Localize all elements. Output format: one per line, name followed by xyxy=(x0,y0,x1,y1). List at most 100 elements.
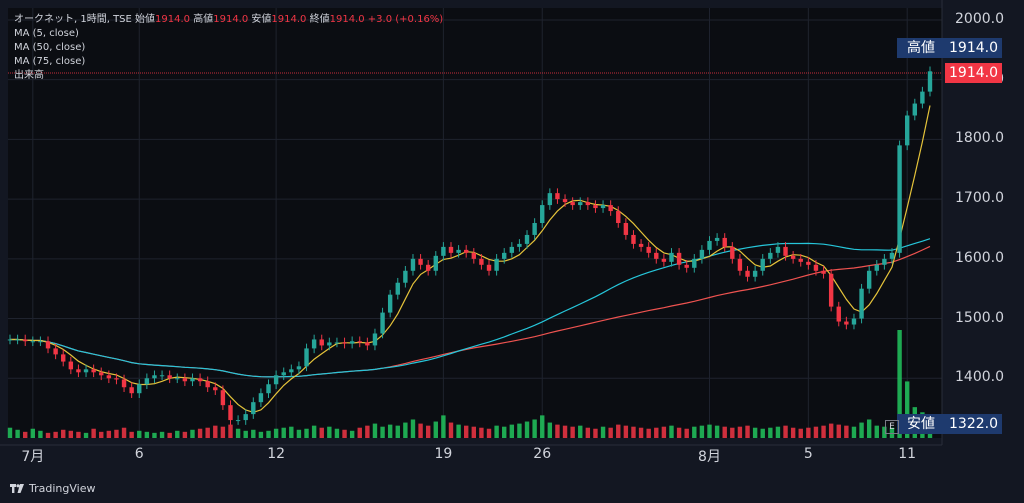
tradingview-brand[interactable]: TradingView xyxy=(10,482,95,495)
candle-body xyxy=(760,258,765,271)
volume-bar xyxy=(836,424,841,438)
volume-bar xyxy=(547,422,553,438)
candle-body xyxy=(540,205,545,223)
volume-bar xyxy=(471,426,477,438)
candle-body xyxy=(311,339,317,349)
volume-bar xyxy=(783,425,788,438)
volume-bar xyxy=(532,419,537,438)
volume-bar xyxy=(600,426,606,438)
candle-body xyxy=(783,246,788,256)
volume-bar xyxy=(752,427,758,438)
candle-body xyxy=(448,246,454,253)
volume-bar xyxy=(486,428,492,438)
volume-bar xyxy=(730,427,735,438)
volume-bar xyxy=(220,426,226,438)
volume-bar xyxy=(463,425,469,438)
volume-bar xyxy=(129,431,134,438)
y-tick-label: 1700.0 xyxy=(955,190,1004,207)
volume-bar xyxy=(281,427,286,438)
volume-bar xyxy=(213,425,218,438)
volume-bar xyxy=(403,422,408,438)
volume-bar xyxy=(859,422,864,438)
volume-bar xyxy=(479,427,484,438)
candle-body xyxy=(600,205,606,209)
candle-body xyxy=(638,243,644,247)
high-label: 高値 xyxy=(193,14,214,25)
volume-bar xyxy=(61,429,66,438)
candle-body xyxy=(844,321,849,325)
volume-bar xyxy=(159,431,165,438)
ma50-line xyxy=(10,238,931,378)
volume-bar xyxy=(319,427,324,438)
volume-bar xyxy=(806,427,811,438)
x-tick-label: 19 xyxy=(434,446,453,462)
volume-bar xyxy=(15,429,20,438)
candle-body xyxy=(327,342,332,346)
candle-body xyxy=(349,341,355,344)
candle-body xyxy=(676,252,682,265)
candle-body xyxy=(68,361,74,370)
volume-bar xyxy=(813,426,819,438)
volume-bar xyxy=(904,381,910,438)
y-tick-label: 1400.0 xyxy=(955,369,1004,386)
y-tick-label: 1600.0 xyxy=(955,249,1004,266)
volume-bar xyxy=(7,427,13,438)
candle-body xyxy=(768,252,773,259)
symbol-line: オークネット, 1時間, TSE xyxy=(14,14,132,25)
open-value: 1914.0 xyxy=(155,14,191,25)
candle-body xyxy=(920,91,925,104)
candle-body xyxy=(517,243,522,247)
candle-body xyxy=(532,223,537,235)
volume-bar xyxy=(676,427,682,438)
candle-body xyxy=(828,273,834,307)
volume-bar xyxy=(182,431,188,438)
volume-bar xyxy=(372,423,378,438)
candle-body xyxy=(175,378,180,380)
candle-body xyxy=(144,378,150,385)
volume-bar xyxy=(874,425,879,438)
volume-bar xyxy=(76,431,81,438)
volume-bar xyxy=(433,421,438,438)
candle-body xyxy=(851,318,857,325)
candle-body xyxy=(555,193,560,200)
candle-body xyxy=(570,202,575,206)
volume-bar xyxy=(425,425,431,438)
candle-body xyxy=(53,348,58,355)
x-tick-label: 7月 xyxy=(21,449,45,465)
y-tick-label: 1800.0 xyxy=(955,130,1004,147)
earnings-marker[interactable]: E xyxy=(885,420,899,434)
candle-body xyxy=(669,252,674,262)
candle-body xyxy=(114,378,119,380)
volume-bar xyxy=(821,425,826,438)
x-tick-label: 6 xyxy=(134,446,144,462)
legend-ma50[interactable]: MA (50, close) xyxy=(14,42,86,53)
legend-volume[interactable]: 出来高 xyxy=(14,70,44,81)
volume-bar xyxy=(889,427,895,438)
volume-bar xyxy=(844,425,849,438)
candle-body xyxy=(661,258,667,262)
candle-body xyxy=(61,354,66,362)
candle-body xyxy=(38,341,43,343)
legend: オークネット, 1時間, TSE 始値1914.0 高値1914.0 安値191… xyxy=(14,13,443,83)
volume-bar xyxy=(205,427,210,438)
volume-bar xyxy=(38,430,43,438)
candle-body xyxy=(874,264,879,271)
volume-bar xyxy=(585,427,591,438)
x-tick-label: 8月 xyxy=(698,449,721,465)
candle-body xyxy=(425,264,431,271)
volume-bar xyxy=(121,427,127,438)
volume-bar xyxy=(578,425,583,438)
candle-body xyxy=(714,237,720,241)
x-tick-label: 11 xyxy=(898,446,917,462)
candle-body xyxy=(281,372,286,376)
volume-bar xyxy=(509,424,515,438)
legend-ma75[interactable]: MA (75, close) xyxy=(14,56,86,67)
candle-body xyxy=(646,246,651,253)
candle-body xyxy=(631,234,636,244)
legend-ma5[interactable]: MA (5, close) xyxy=(14,28,79,39)
volume-bar xyxy=(334,428,340,438)
candle-body xyxy=(121,379,127,388)
legend-ohlc[interactable]: オークネット, 1時間, TSE 始値1914.0 高値1914.0 安値191… xyxy=(14,13,443,27)
